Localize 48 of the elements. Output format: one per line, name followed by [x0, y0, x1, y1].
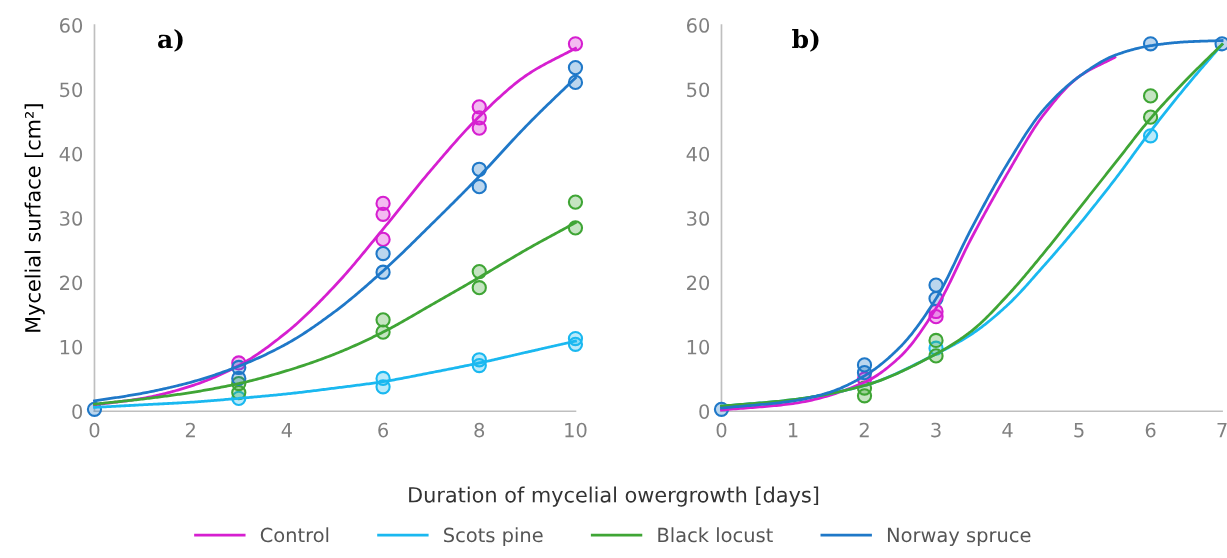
point — [1142, 88, 1159, 104]
chart-title: a) — [158, 28, 183, 52]
x-tick-label: 5 — [1074, 422, 1084, 438]
y-tick-label: 0 — [72, 404, 83, 419]
x-tick-label: 2 — [185, 422, 195, 438]
point — [856, 388, 873, 404]
point — [471, 280, 487, 296]
point — [375, 245, 391, 262]
y-axis-title: Mycelial surface [cm²] — [24, 104, 45, 332]
x-tick-label: 1 — [788, 422, 798, 438]
x-tick-label: 8 — [474, 422, 485, 438]
legend-label: Scots pine — [444, 527, 543, 547]
x-tick-label: 6 — [378, 422, 389, 438]
x-tick-label: 6 — [1145, 422, 1156, 438]
legend-label: Control — [260, 527, 329, 543]
x-tick-label: 10 — [565, 422, 587, 438]
x-tick-label: 4 — [1002, 422, 1013, 438]
point — [567, 36, 584, 52]
y-tick-label: 40 — [686, 146, 710, 162]
point — [375, 206, 391, 222]
point — [567, 59, 584, 76]
y-tick-label: 10 — [60, 339, 83, 355]
point — [471, 179, 487, 195]
x-tick-label: 0 — [716, 422, 727, 438]
y-tick-label: 0 — [699, 404, 710, 419]
y-tick-label: 30 — [60, 211, 83, 226]
x-axis-title: Duration of mycelial owergrowth [days] — [409, 486, 819, 507]
y-tick-label: 20 — [60, 275, 83, 291]
y-tick-label: 60 — [59, 18, 83, 33]
point — [928, 332, 944, 349]
point — [471, 120, 487, 136]
point — [567, 194, 584, 210]
legend-label: Black locust — [658, 527, 773, 543]
y-tick-label: 50 — [687, 82, 710, 98]
chart-title: b) — [792, 28, 819, 52]
legend-label: Norway spruce — [887, 527, 1031, 547]
x-tick-label: 3 — [931, 422, 941, 438]
y-tick-label: 20 — [687, 275, 710, 291]
y-tick-label: 40 — [59, 146, 83, 162]
x-tick-label: 0 — [89, 422, 100, 438]
point — [375, 312, 391, 328]
y-tick-label: 60 — [686, 18, 710, 33]
x-tick-label: 2 — [859, 422, 869, 438]
y-tick-label: 10 — [687, 339, 710, 355]
y-tick-label: 50 — [60, 82, 83, 98]
x-tick-label: 4 — [281, 422, 292, 438]
y-tick-label: 30 — [687, 211, 710, 226]
x-tick-label: 7 — [1217, 422, 1227, 438]
